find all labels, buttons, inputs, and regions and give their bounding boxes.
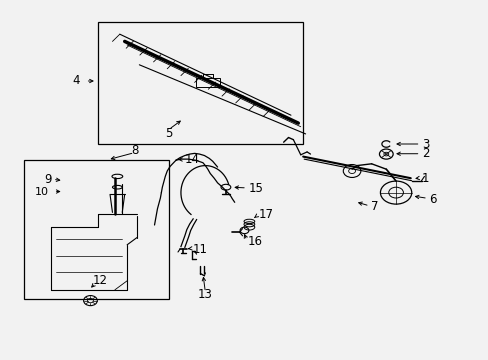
Text: 6: 6 — [428, 193, 436, 206]
Text: 3: 3 — [421, 138, 428, 150]
Text: 9: 9 — [44, 173, 52, 186]
Text: 4: 4 — [72, 75, 80, 87]
Text: 11: 11 — [193, 243, 208, 256]
Text: 2: 2 — [421, 147, 428, 160]
Text: 14: 14 — [184, 153, 200, 166]
Text: 12: 12 — [93, 274, 107, 287]
Text: 13: 13 — [198, 288, 212, 301]
Text: 7: 7 — [370, 201, 377, 213]
Text: 5: 5 — [164, 127, 172, 140]
Text: 15: 15 — [248, 182, 263, 195]
Bar — [195, 78, 220, 87]
Text: 16: 16 — [247, 235, 263, 248]
Bar — [24, 160, 168, 299]
Text: 1: 1 — [421, 172, 428, 185]
Bar — [98, 22, 303, 144]
Text: 17: 17 — [258, 208, 273, 221]
Text: 10: 10 — [35, 186, 49, 197]
Text: 8: 8 — [130, 144, 138, 157]
